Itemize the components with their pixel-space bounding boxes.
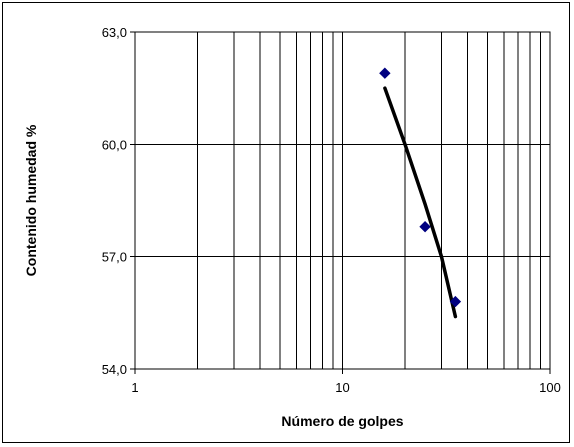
data-point-diamond (379, 67, 391, 79)
x-tick-label: 1 (131, 380, 138, 395)
trend-line (383, 86, 458, 319)
x-tick-labels: 1 10 100 (131, 380, 560, 395)
x-axis-title: Número de golpes (281, 413, 403, 429)
y-axis-title: Contenido humedad % (23, 124, 39, 276)
y-tick-labels: 54,0 57,0 60,0 63,0 (102, 25, 127, 377)
x-tick-label: 100 (539, 380, 561, 395)
data-points (379, 67, 462, 308)
data-point-diamond (419, 221, 431, 233)
x-tick-label: 10 (335, 380, 349, 395)
y-tick-label: 63,0 (102, 25, 127, 40)
data-point-diamond (449, 295, 462, 308)
grid (130, 31, 551, 374)
y-tick-label: 57,0 (102, 250, 127, 265)
y-tick-label: 54,0 (102, 362, 127, 377)
y-tick-label: 60,0 (102, 137, 127, 152)
